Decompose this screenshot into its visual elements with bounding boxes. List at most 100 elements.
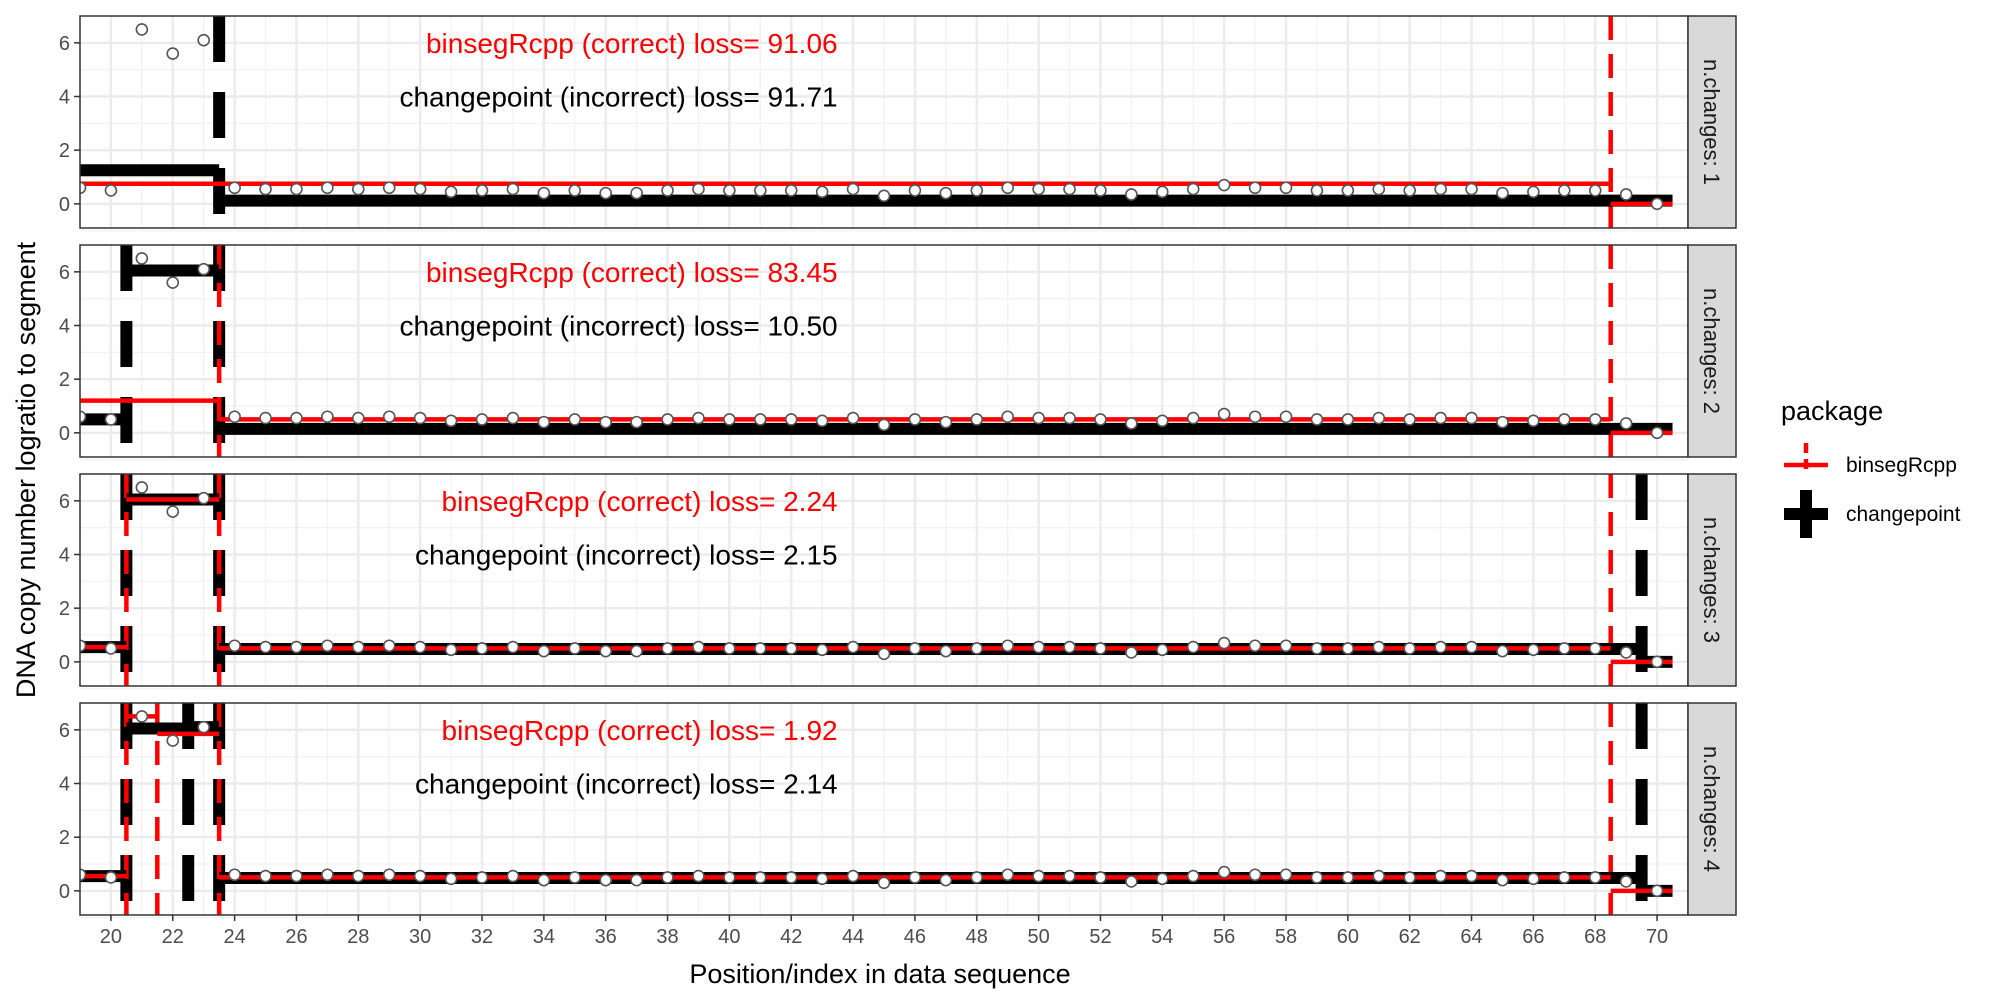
facet-strip-label: n.changes: 2 <box>1699 288 1724 414</box>
data-point <box>723 184 736 197</box>
y-tick-label: 0 <box>59 652 70 674</box>
facet-strip-label: n.changes: 1 <box>1699 59 1724 185</box>
data-point <box>1341 642 1355 655</box>
data-point <box>1063 869 1076 883</box>
data-point <box>382 181 396 195</box>
data-point <box>1217 178 1231 192</box>
data-point <box>1434 182 1447 196</box>
data-point <box>970 642 984 655</box>
data-point <box>1496 873 1509 887</box>
data-point <box>1619 188 1633 201</box>
data-point <box>228 181 241 195</box>
data-point <box>846 869 860 883</box>
panel-data <box>80 245 1673 457</box>
data-point <box>166 734 180 747</box>
data-point <box>1372 411 1386 425</box>
x-tick-label: 40 <box>718 926 740 948</box>
x-axis: 20 22 24 26 28 30 32 34 36 38 40 42 44 46 48 50 52 54 56 58… <box>100 915 1668 948</box>
data-point <box>1341 871 1355 884</box>
x-tick-label: 32 <box>471 926 493 948</box>
x-tick-label: 26 <box>285 926 307 948</box>
x-axis-title: Position/index in data sequence <box>689 959 1070 989</box>
x-tick-label: 36 <box>595 926 617 948</box>
data-point <box>135 252 149 265</box>
data-point <box>1001 181 1014 195</box>
data-point <box>1063 411 1076 425</box>
data-point <box>413 640 427 654</box>
data-point <box>815 414 829 428</box>
data-point <box>1094 642 1107 655</box>
data-point <box>784 871 798 884</box>
data-point <box>104 871 118 884</box>
data-point <box>1588 871 1602 884</box>
data-point <box>1496 186 1509 200</box>
panel-3: binsegRcpp (correct) loss= 2.24 changepoi… <box>59 473 1737 690</box>
facet-strip <box>1687 244 1737 458</box>
data-point <box>290 411 303 425</box>
data-point <box>692 869 705 883</box>
data-point <box>259 182 272 196</box>
loss-label-binsegrcpp: binsegRcpp (correct) loss= 2.24 <box>442 486 838 517</box>
legend-key-changepoint <box>1784 490 1828 538</box>
x-tick-label: 42 <box>780 926 802 948</box>
data-point <box>1403 871 1416 884</box>
data-point <box>599 186 612 200</box>
data-point <box>1125 875 1138 888</box>
data-point <box>908 642 922 655</box>
data-point <box>1310 642 1324 655</box>
x-tick-label: 68 <box>1584 926 1606 948</box>
data-point <box>754 184 767 197</box>
data-point <box>908 871 922 884</box>
data-point <box>1527 872 1540 886</box>
data-point <box>815 185 829 199</box>
data-point <box>382 868 396 882</box>
data-point <box>1619 875 1633 888</box>
data-point <box>228 410 241 424</box>
data-point <box>568 413 582 426</box>
data-point <box>754 642 767 655</box>
data-point <box>1588 413 1602 426</box>
data-point <box>444 872 458 886</box>
data-point <box>784 642 798 655</box>
x-tick-label: 46 <box>904 926 926 948</box>
data-point <box>1619 417 1633 430</box>
x-tick-label: 70 <box>1646 926 1668 948</box>
data-point <box>1496 644 1509 658</box>
data-point <box>754 871 767 884</box>
data-point <box>290 869 303 883</box>
panels: binsegRcpp (correct) loss= 91.06 changepo… <box>59 15 1737 919</box>
data-point <box>1310 184 1324 197</box>
y-tick-label: 2 <box>59 827 70 849</box>
data-point <box>1063 182 1076 196</box>
data-point <box>1650 426 1664 440</box>
data-point <box>352 411 365 425</box>
data-point <box>290 640 303 654</box>
data-point <box>846 640 860 654</box>
data-point <box>599 415 612 429</box>
legend-label-binsegrcpp: binsegRcpp <box>1846 454 1957 477</box>
data-point <box>877 876 891 890</box>
data-point <box>1558 642 1571 655</box>
data-point <box>475 184 489 197</box>
data-point <box>80 639 87 653</box>
data-point <box>197 33 210 47</box>
data-point <box>444 414 458 428</box>
data-point <box>692 640 705 654</box>
data-point <box>692 411 705 425</box>
data-point <box>1310 871 1324 884</box>
legend: package binsegRcpp changepoint <box>1781 396 1961 538</box>
data-point <box>1558 413 1571 426</box>
loss-label-binsegrcpp: binsegRcpp (correct) loss= 91.06 <box>426 28 838 59</box>
data-point <box>537 415 551 429</box>
data-point <box>630 415 643 429</box>
data-point <box>506 182 520 196</box>
data-point <box>939 644 953 658</box>
y-tick-label: 4 <box>59 87 70 109</box>
y-tick-label: 4 <box>59 316 70 338</box>
data-point <box>413 411 427 425</box>
y-tick-label: 6 <box>59 33 70 55</box>
data-point <box>352 182 365 196</box>
facet-strip <box>1687 473 1737 687</box>
data-point <box>506 869 520 883</box>
x-tick-label: 44 <box>842 926 864 948</box>
